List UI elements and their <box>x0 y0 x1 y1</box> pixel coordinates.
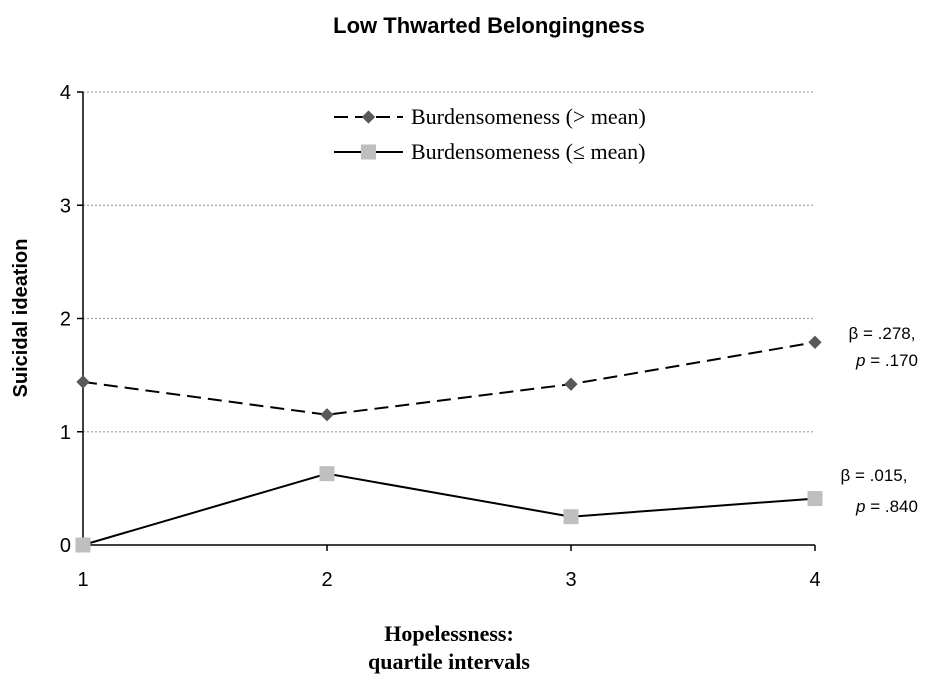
series-1-point-2 <box>320 408 334 422</box>
series-1-point-3 <box>564 377 578 391</box>
series-2-point-1 <box>75 537 91 553</box>
series-1-point-4 <box>808 335 822 349</box>
legend-label-2: Burdensomeness (≤ mean) <box>411 139 645 164</box>
y-tick-label-2: 2 <box>60 309 71 331</box>
gridlines <box>83 91 815 433</box>
series-2-point-4 <box>807 491 823 507</box>
legend: Burdensomeness (> mean) Burdensomeness (≤… <box>334 104 646 164</box>
x-tick-labels: 1 2 3 4 <box>77 569 820 591</box>
series-2-point-3 <box>563 509 579 525</box>
x-tick-label-1: 1 <box>77 569 88 591</box>
y-axis-label: Suicidal ideation <box>10 239 32 398</box>
y-tick-label-3: 3 <box>60 195 71 217</box>
annotations: β = .278, p = .170 β = .015, p = .840 <box>841 324 918 516</box>
x-tick-label-2: 2 <box>321 569 332 591</box>
series-line-1 <box>82 341 816 416</box>
series-2-point-2 <box>319 466 335 482</box>
annotation-p-2: p = .840 <box>855 497 918 516</box>
x-tick-label-3: 3 <box>565 569 576 591</box>
x-tick-label-4: 4 <box>809 569 820 591</box>
legend-marker-2 <box>361 144 376 160</box>
annotation-p-1: p = .170 <box>855 351 918 370</box>
y-tick-label-1: 1 <box>60 422 71 444</box>
legend-marker-1 <box>361 110 376 124</box>
series-group <box>75 335 823 553</box>
annotation-beta-1: β = .278, <box>849 324 916 343</box>
y-tick-label-0: 0 <box>60 535 71 557</box>
x-axis-label-line-1: Hopelessness: <box>384 621 514 646</box>
legend-label-1: Burdensomeness (> mean) <box>411 104 646 129</box>
chart-title: Low Thwarted Belongingness <box>333 13 645 38</box>
y-tick-label-4: 4 <box>60 82 71 104</box>
x-axis-label-line-2: quartile intervals <box>368 649 530 674</box>
series-1-point-1 <box>76 375 90 389</box>
series-line-2 <box>82 472 816 546</box>
y-tick-labels: 0 1 2 3 4 <box>60 82 71 557</box>
annotation-beta-2: β = .015, <box>841 466 908 485</box>
